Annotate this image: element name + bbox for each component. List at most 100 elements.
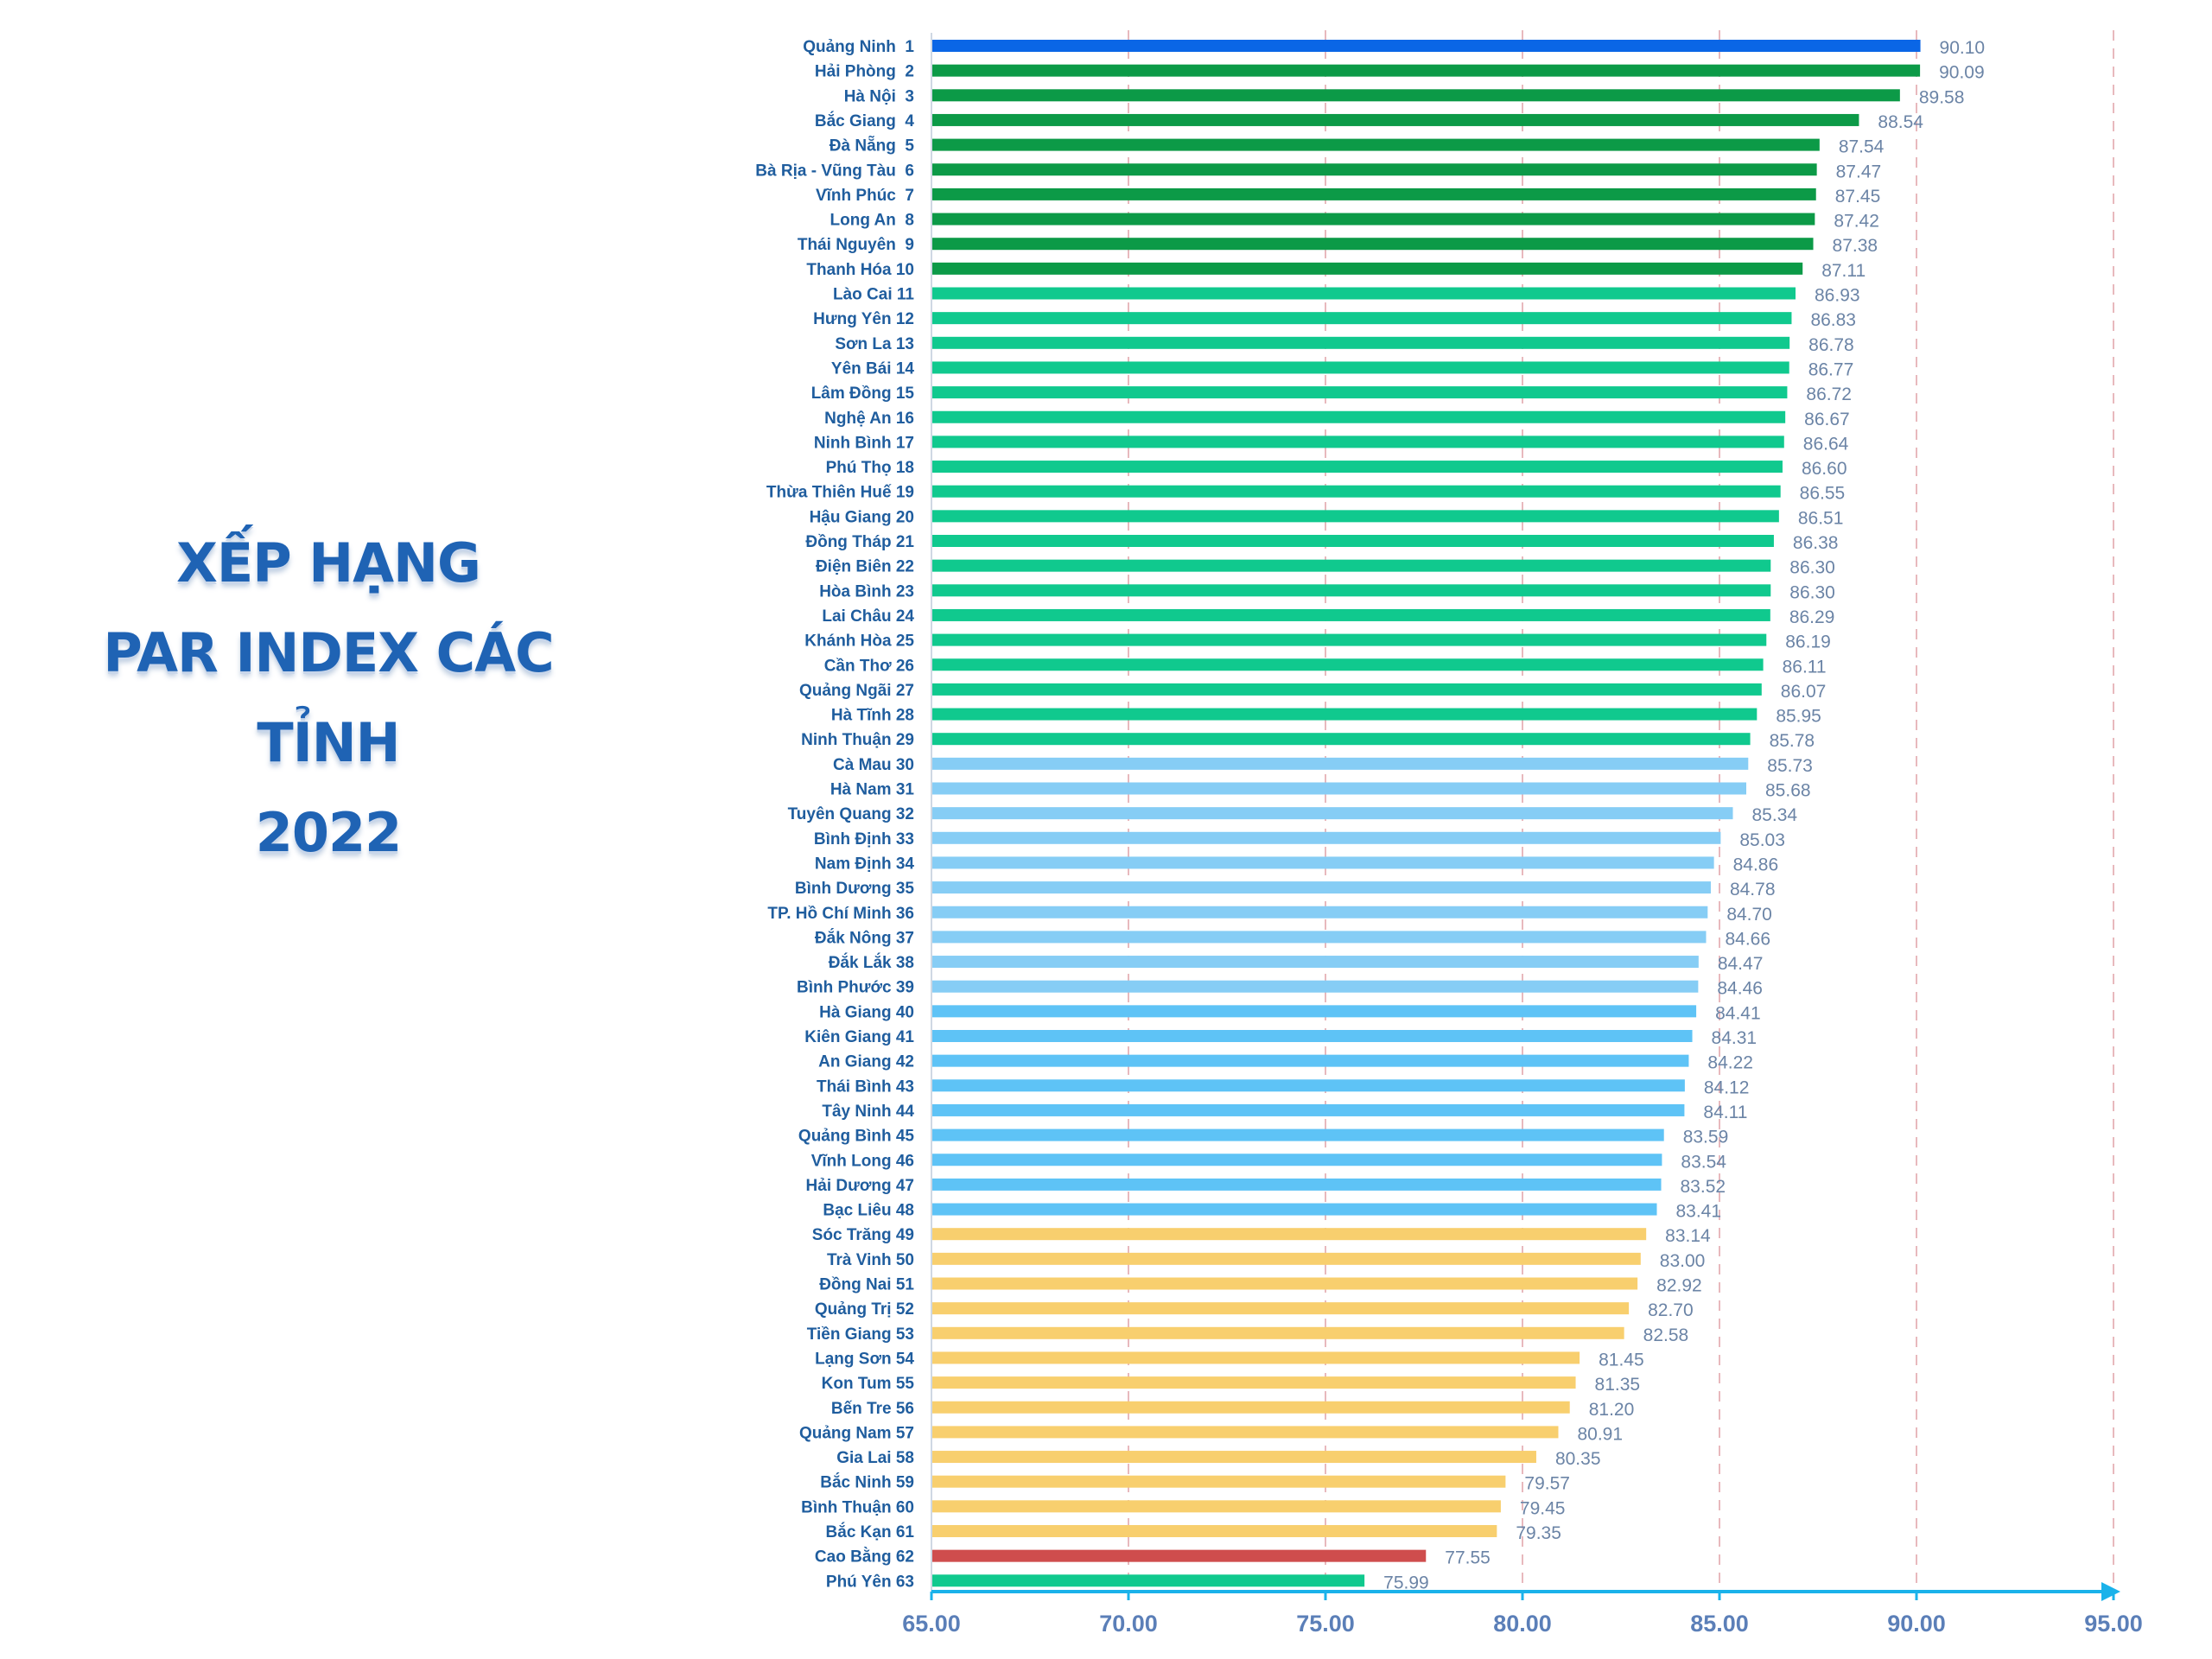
value-label: 83.14 (1665, 1226, 1711, 1246)
category-label: Tiền Giang 53 (807, 1325, 914, 1344)
value-label: 87.47 (1836, 162, 1882, 181)
value-label: 84.70 (1726, 905, 1772, 925)
bar (931, 1574, 1365, 1587)
category-label: Bắc Kạn 61 (826, 1522, 915, 1541)
bar (931, 807, 1733, 820)
category-label: Đồng Tháp 21 (805, 533, 914, 551)
category-label: Thừa Thiên Huế 19 (766, 484, 914, 502)
value-labels: 90.10 90.09 89.58 88.54 87.54 87.47 87.45 87.42… (1383, 38, 1985, 1592)
category-label: Hà Nội 3 (844, 87, 914, 105)
bar (931, 782, 1747, 795)
x-tick-label: 85.00 (1690, 1611, 1749, 1637)
value-label: 80.35 (1555, 1449, 1601, 1469)
category-label: Bình Định 33 (814, 830, 914, 849)
category-label: Ninh Thuận 29 (801, 731, 914, 749)
value-label: 86.29 (1789, 607, 1835, 627)
category-label: Gia Lai 58 (836, 1449, 914, 1467)
category-label: Ninh Bình 17 (814, 434, 914, 452)
bar (931, 1451, 1536, 1464)
value-label: 84.78 (1730, 880, 1776, 899)
bar (931, 213, 1815, 226)
value-label: 83.59 (1683, 1128, 1729, 1147)
bar (931, 1203, 1657, 1216)
category-label: Thanh Hóa 10 (806, 261, 914, 279)
value-label: 87.45 (1835, 187, 1881, 207)
category-label: Thái Bình 43 (817, 1077, 914, 1096)
bar (931, 757, 1749, 770)
bar (931, 733, 1751, 746)
category-label: Đà Nẵng 5 (830, 136, 915, 156)
value-label: 83.54 (1681, 1152, 1726, 1172)
bar (931, 1351, 1580, 1364)
bar (931, 410, 1786, 423)
category-label: Quảng Ngãi 27 (799, 682, 914, 700)
value-label: 86.30 (1789, 582, 1835, 602)
bar (931, 64, 1921, 77)
bar (931, 931, 1707, 944)
bar (931, 559, 1771, 572)
category-label: Bình Phước 39 (797, 979, 914, 997)
x-tick-label: 80.00 (1493, 1611, 1552, 1637)
category-label: Thái Nguyên 9 (798, 236, 914, 254)
bar (931, 980, 1699, 993)
category-label: Lâm Đồng 15 (811, 385, 915, 403)
category-label: Quảng Nam 57 (799, 1424, 914, 1442)
category-label: Nghệ An 16 (824, 410, 914, 428)
category-label: Vĩnh Phúc 7 (816, 187, 914, 205)
x-axis: 65.00 70.00 75.00 80.00 85.00 90.00 95.00 (902, 33, 2143, 1637)
bar (931, 262, 1803, 275)
value-label: 84.66 (1725, 929, 1770, 949)
value-label: 79.45 (1520, 1498, 1566, 1518)
bar (931, 1302, 1630, 1315)
value-label: 90.10 (1940, 38, 1986, 58)
bar (931, 287, 1796, 300)
bar (931, 435, 1784, 448)
value-label: 87.38 (1833, 236, 1878, 256)
bar (931, 1549, 1427, 1562)
category-label: Hà Giang 40 (819, 1003, 914, 1021)
category-label: Đắk Nông 37 (815, 928, 914, 947)
value-label: 82.70 (1648, 1300, 1694, 1320)
value-label: 85.78 (1770, 731, 1815, 751)
category-label: Quảng Ninh 1 (803, 38, 914, 56)
bar (931, 138, 1820, 151)
bar (931, 1277, 1638, 1290)
category-label: Tây Ninh 44 (822, 1103, 914, 1121)
category-label: Kon Tum 55 (822, 1375, 915, 1393)
title-line-3: 2022 (255, 801, 403, 864)
category-label: Hưng Yên 12 (813, 310, 914, 328)
bar (931, 1103, 1685, 1116)
value-label: 86.64 (1803, 434, 1849, 454)
value-label: 77.55 (1445, 1548, 1491, 1568)
value-label: 86.78 (1808, 335, 1854, 355)
category-label: Yên Bái 14 (831, 359, 915, 378)
value-label: 84.22 (1707, 1053, 1753, 1073)
value-label: 86.19 (1785, 632, 1831, 652)
bars (931, 40, 1921, 1587)
x-tick-label: 75.00 (1296, 1611, 1355, 1637)
bar (931, 658, 1764, 671)
bar (931, 1154, 1662, 1166)
category-label: Bạc Liêu 48 (823, 1202, 914, 1220)
category-label: Hà Nam 31 (830, 781, 915, 799)
bar (931, 608, 1770, 621)
value-label: 79.35 (1516, 1523, 1561, 1543)
value-label: 87.54 (1839, 137, 1885, 157)
category-label: Cà Mau 30 (833, 756, 914, 774)
value-label: 84.86 (1733, 855, 1779, 874)
bar (931, 708, 1758, 721)
category-label: Cần Thơ 26 (824, 657, 914, 675)
category-label: Tuyên Quang 32 (788, 805, 914, 823)
bar (931, 461, 1783, 474)
value-label: 85.34 (1752, 805, 1798, 825)
x-tick-label: 70.00 (1099, 1611, 1158, 1637)
bar (931, 386, 1788, 399)
bar (931, 535, 1774, 547)
bar (931, 113, 1859, 126)
category-label: Lạng Sơn 54 (815, 1350, 914, 1368)
category-label: Vĩnh Long 46 (811, 1152, 914, 1170)
title-line-2: PAR INDEX CÁC TỈNH (103, 621, 554, 774)
category-label: Bắc Giang 4 (815, 111, 915, 130)
x-axis-arrow-icon (2101, 1582, 2120, 1601)
